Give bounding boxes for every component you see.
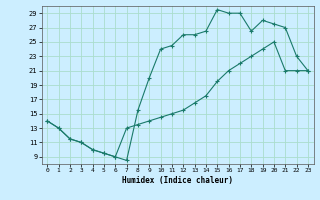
X-axis label: Humidex (Indice chaleur): Humidex (Indice chaleur) <box>122 176 233 185</box>
